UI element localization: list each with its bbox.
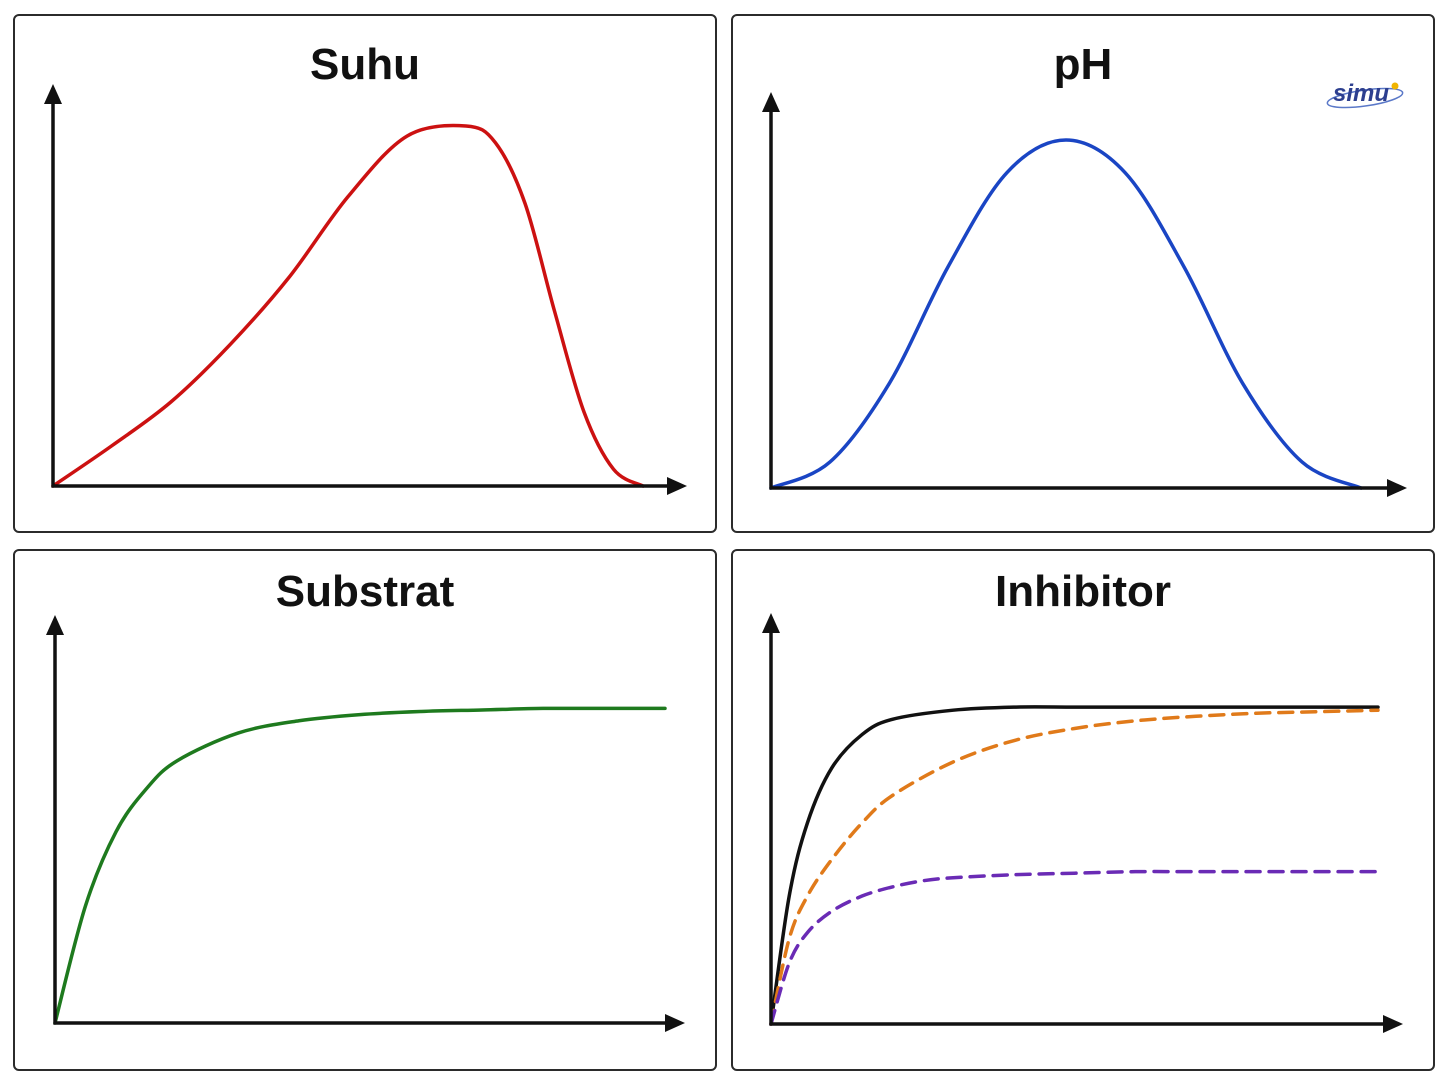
- series-line-1: [769, 708, 1380, 1026]
- logo-swoosh-icon: [1326, 82, 1404, 109]
- chart-panel-inhibitor: Inhibitor: [731, 549, 1435, 1071]
- chart-plot-substrat: [46, 615, 685, 1032]
- y-axis-arrow-icon: [762, 613, 780, 633]
- simu-logo: simu: [1325, 76, 1407, 116]
- series-line-0: [51, 123, 645, 488]
- chart-panel-suhu: Suhu: [13, 14, 717, 533]
- chart-plot-inhibitor: [762, 613, 1403, 1033]
- x-axis-arrow-icon: [665, 1014, 685, 1032]
- chart-panel-ph: pH simu: [731, 14, 1435, 533]
- logo-text: simu: [1333, 80, 1390, 107]
- y-axis-arrow-icon: [46, 615, 64, 635]
- chart-plot-ph: [762, 92, 1407, 497]
- chart-plot-suhu: [44, 84, 687, 495]
- x-axis-arrow-icon: [1383, 1015, 1403, 1033]
- chart-title: Inhibitor: [995, 567, 1171, 616]
- chart-panel-substrat: Substrat: [13, 549, 717, 1071]
- x-axis-arrow-icon: [667, 477, 687, 495]
- x-axis-arrow-icon: [1387, 479, 1407, 497]
- y-axis-arrow-icon: [44, 84, 62, 104]
- series-line-0: [769, 705, 1380, 1026]
- series-line-0: [769, 138, 1363, 490]
- series-line-0: [53, 706, 667, 1025]
- chart-title: Suhu: [310, 40, 420, 89]
- y-axis-arrow-icon: [762, 92, 780, 112]
- chart-title: Substrat: [275, 567, 455, 616]
- series-line-2: [769, 869, 1380, 1026]
- chart-title: pH: [1053, 40, 1113, 89]
